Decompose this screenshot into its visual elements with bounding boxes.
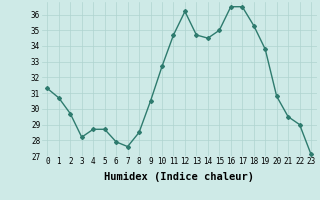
X-axis label: Humidex (Indice chaleur): Humidex (Indice chaleur): [104, 172, 254, 182]
